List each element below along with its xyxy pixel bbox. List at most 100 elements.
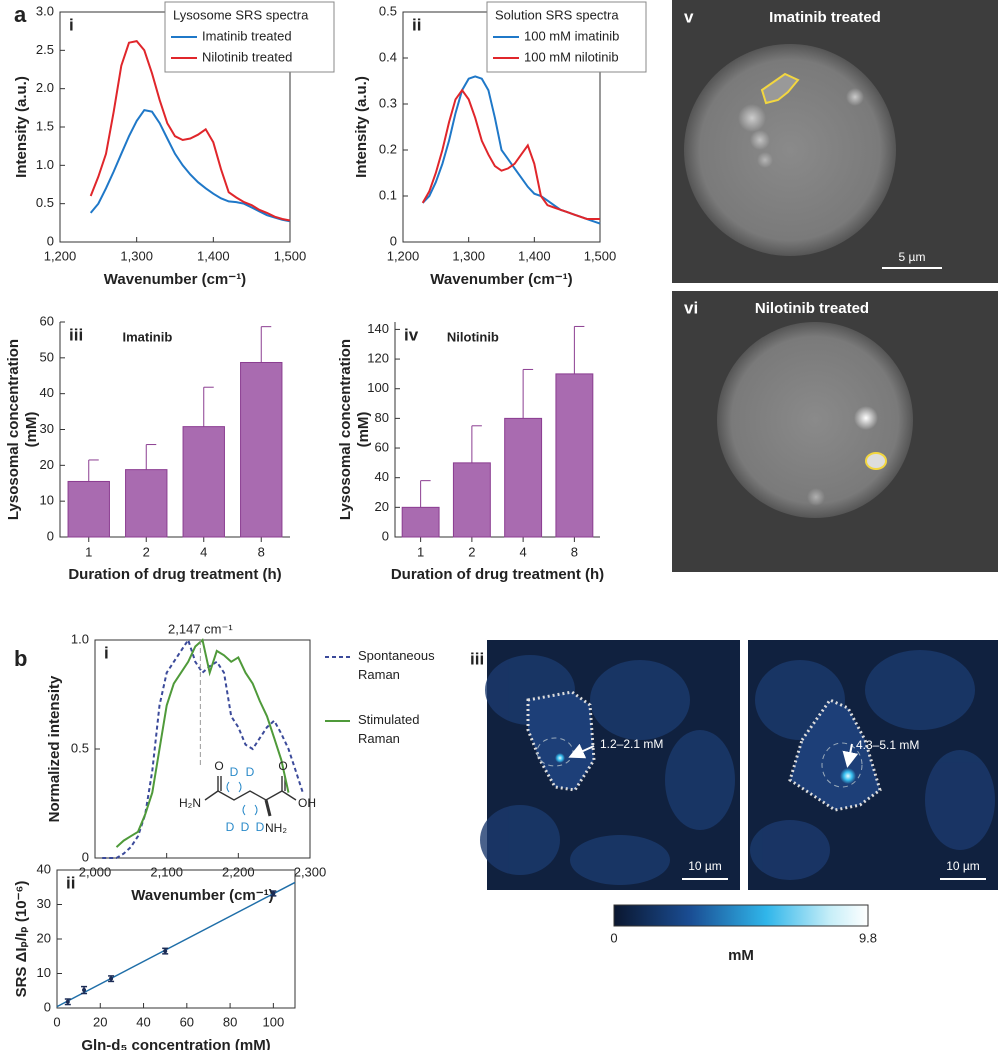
- y-tick-label: 0.4: [379, 49, 397, 64]
- bar: [452, 462, 491, 538]
- x-tick-label: 40: [136, 1014, 150, 1029]
- legend-label: Stimulated Raman: [358, 712, 419, 746]
- y-tick-label: 0.5: [379, 3, 397, 18]
- line-series: [89, 39, 291, 222]
- x-tick-label: 1,400: [197, 248, 230, 263]
- structure-label: H₂N: [179, 796, 201, 810]
- x-tick-label: 60: [180, 1014, 194, 1029]
- x-tick-label: 1,200: [387, 248, 420, 263]
- panel-label: iii: [470, 649, 484, 668]
- y-tick-label: 10: [40, 493, 54, 508]
- panel-label: ii: [412, 15, 421, 34]
- y-axis-label: Lysosomal concentration(mM): [5, 339, 40, 520]
- molecule: [204, 776, 297, 817]
- x-tick-label: 8: [258, 544, 265, 559]
- bar: [125, 469, 168, 538]
- legend-label: Nilotinib treated: [202, 49, 292, 64]
- line-series: [421, 88, 600, 220]
- legend-label: Spontaneous Raman: [358, 648, 435, 682]
- y-tick-label: 0: [82, 849, 89, 864]
- x-tick-label: 4: [520, 544, 527, 559]
- y-tick-label: 60: [40, 313, 54, 328]
- y-tick-label: 0: [47, 233, 54, 248]
- x-axis-label: Duration of drug treatment (h): [68, 566, 281, 583]
- x-tick-label: 4: [200, 544, 207, 559]
- y-tick-label: 0: [382, 528, 389, 543]
- point: [82, 988, 87, 993]
- y-tick-label: 0: [44, 999, 51, 1014]
- x-tick-label: 1,500: [584, 248, 617, 263]
- y-tick-label: 0.1: [379, 187, 397, 202]
- y-tick-label: 2.0: [36, 80, 54, 95]
- point: [271, 891, 276, 896]
- x-tick-label: 1,300: [120, 248, 153, 263]
- line-series: [115, 638, 290, 848]
- y-tick-label: 2.5: [36, 42, 54, 57]
- y-tick-label: 0.5: [71, 740, 89, 755]
- x-tick-label: 80: [223, 1014, 237, 1029]
- colorbar: [613, 904, 869, 927]
- x-axis-label: Duration of drug treatment (h): [391, 566, 604, 583]
- x-axis-label: Wavenumber (cm⁻¹): [131, 887, 273, 904]
- y-tick-label: 30: [37, 896, 51, 911]
- y-axis-label: Normalized intensity: [46, 675, 63, 822]
- x-tick-label: 2,300: [294, 864, 327, 879]
- concentration-label: 1.2–2.1 mM: [600, 737, 663, 751]
- structure-label: D: [230, 765, 239, 779]
- x-tick-label: 1,300: [452, 248, 485, 263]
- x-tick-label: 1: [417, 544, 424, 559]
- image-v: v Imatinib treated 5 µm: [672, 0, 998, 283]
- y-tick-label: 20: [37, 930, 51, 945]
- x-axis-label: Wavenumber (cm⁻¹): [104, 271, 246, 288]
- y-tick-label: 40: [375, 469, 389, 484]
- y-tick-label: 50: [40, 349, 54, 364]
- y-axis-label: SRS ΔIₚ/Iₚ (10⁻⁶): [13, 881, 30, 998]
- structure-label: NH₂: [265, 821, 287, 835]
- x-tick-label: 8: [571, 544, 578, 559]
- bar: [504, 417, 543, 538]
- colorbar-max: 9.8: [859, 930, 877, 945]
- annotation: Imatinib: [122, 329, 172, 344]
- legend-title: Lysosome SRS spectra: [173, 7, 309, 22]
- concentration-label: 4.3–5.1 mM: [856, 738, 919, 752]
- colorbar-min: 0: [610, 930, 617, 945]
- scale-bar-label: 10 µm: [946, 859, 980, 873]
- x-tick-label: 2: [468, 544, 475, 559]
- y-axis-label: Lysosomal concentration(mM): [337, 339, 372, 520]
- legend-label: Imatinib treated: [202, 28, 292, 43]
- y-tick-label: 60: [375, 439, 389, 454]
- panel-label: iii: [69, 325, 83, 344]
- image-title: Nilotinib treated: [755, 300, 869, 317]
- point: [109, 976, 114, 981]
- colorbar-unit: mM: [728, 947, 754, 964]
- x-tick-label: 1: [85, 544, 92, 559]
- scale-bar-label: 5 µm: [899, 250, 926, 264]
- figure-label: b: [14, 646, 27, 671]
- x-tick-label: 2,100: [150, 864, 183, 879]
- y-axis-label: Intensity (a.u.): [353, 76, 370, 178]
- y-tick-label: 0.3: [379, 95, 397, 110]
- structure-label: D: [226, 820, 235, 834]
- x-tick-label: 2,200: [222, 864, 255, 879]
- annotation: Nilotinib: [447, 329, 499, 344]
- x-tick-label: 100: [263, 1014, 285, 1029]
- y-tick-label: 40: [37, 861, 51, 876]
- y-tick-label: 0: [390, 233, 397, 248]
- x-tick-label: 20: [93, 1014, 107, 1029]
- panel-label: i: [104, 643, 109, 662]
- scale-bar-label: 10 µm: [688, 859, 722, 873]
- x-axis-label: Wavenumber (cm⁻¹): [430, 271, 572, 288]
- y-tick-label: 1.0: [36, 157, 54, 172]
- panel-label: vi: [684, 298, 698, 317]
- panel-label: iv: [404, 325, 419, 344]
- line-series: [89, 108, 291, 223]
- y-tick-label: 140: [367, 321, 389, 336]
- annotation: 2,147 cm⁻¹: [168, 621, 233, 636]
- y-tick-label: 30: [40, 421, 54, 436]
- image-vi: vi Nilotinib treated: [672, 291, 998, 572]
- bar: [67, 480, 110, 538]
- image-iii: iii 1.2–2.1 mM 4.3–5.1 mM 10 µm 10 µm 0 …: [470, 640, 998, 964]
- y-tick-label: 0.2: [379, 141, 397, 156]
- x-tick-label: 0: [53, 1014, 60, 1029]
- y-tick-label: 120: [367, 351, 389, 366]
